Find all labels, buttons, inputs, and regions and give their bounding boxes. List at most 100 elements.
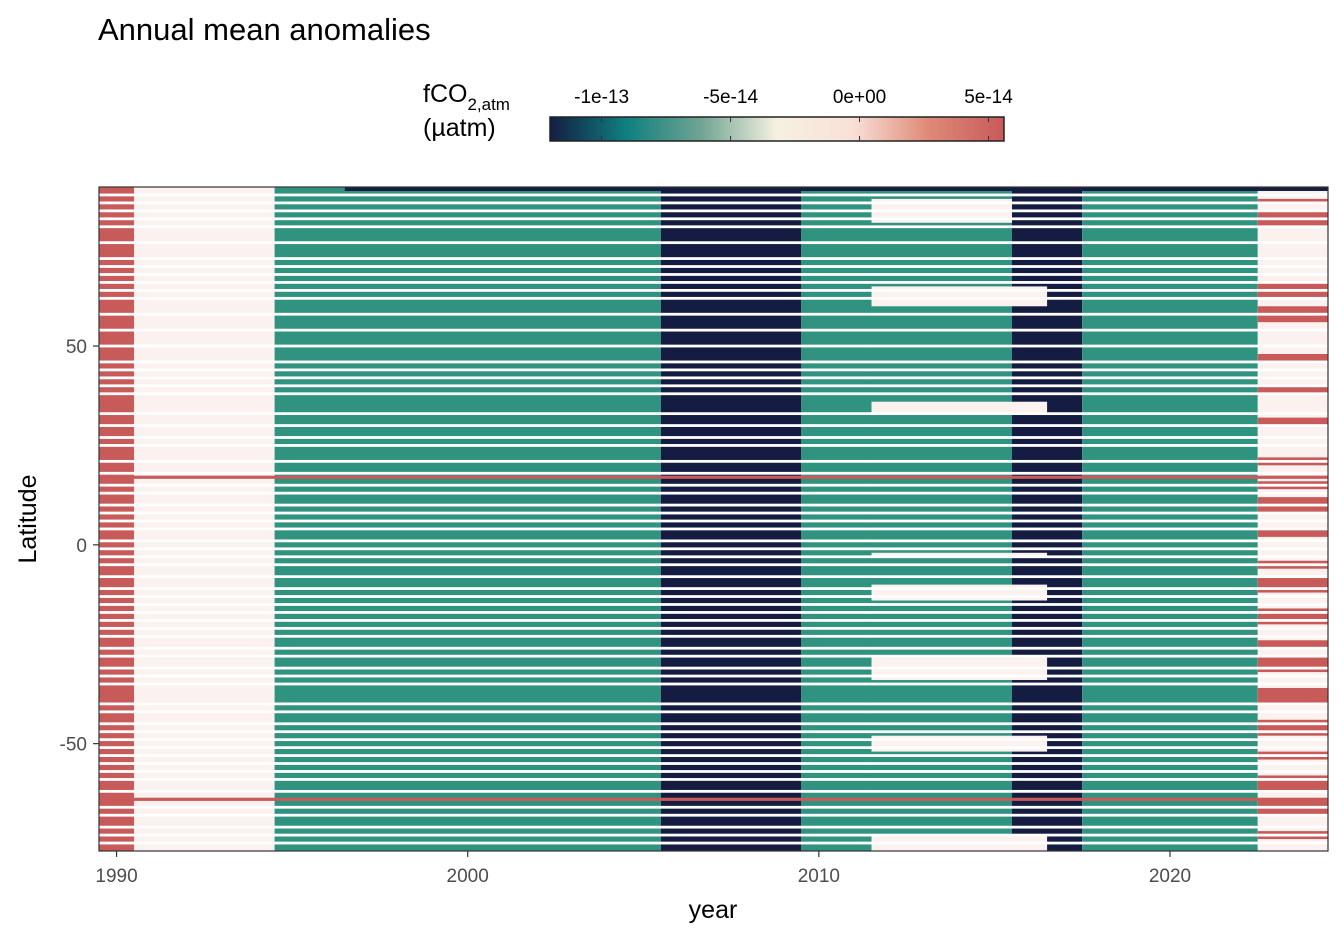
heatmap-missing-row-54 [99, 746, 1328, 750]
heatmap-cell-late-red-16 [1257, 687, 1328, 704]
heatmap-missing-row-20 [99, 412, 1328, 416]
x-tick-label-2: 2010 [798, 866, 840, 887]
y-tick-label-0: 50 [66, 337, 87, 358]
plot-panel-border [98, 186, 1329, 852]
heatmap-missing-row-57 [99, 770, 1328, 773]
heatmap-missing-row-6 [99, 257, 1328, 260]
heatmap-missing-row-60 [99, 805, 1328, 809]
legend-tick-label-2: 0e+00 [833, 87, 886, 108]
heatmap-missing-row-13 [99, 328, 1328, 332]
x-tick-label-3: 2020 [1149, 866, 1191, 887]
heatmap-missing-row-14 [99, 344, 1328, 348]
heatmap-missing-row-61 [99, 813, 1328, 817]
heatmap-cell-cream-window-3 [871, 552, 1048, 557]
heatmap-missing-row-23 [99, 444, 1328, 447]
heatmap-missing-row-58 [99, 778, 1328, 781]
y-tick-label-1: 0 [76, 536, 87, 557]
chart-title: Annual mean anomalies [98, 12, 431, 47]
heatmap-missing-row-62 [99, 825, 1328, 829]
legend-title-main: fCO2,atm [423, 80, 510, 114]
heatmap-cell-late-red-4 [1257, 353, 1328, 362]
heatmap-missing-row-3 [99, 217, 1328, 221]
heatmap-missing-row-15 [99, 360, 1328, 364]
heatmap-missing-row-17 [99, 376, 1328, 380]
x-tick-label-1: 2000 [447, 866, 489, 887]
heatmap-missing-row-16 [99, 368, 1328, 372]
x-axis: 1990 2000 2010 2020 [95, 851, 1191, 887]
heatmap-missing-row-8 [99, 273, 1328, 276]
heatmap-cell-cream-window-4 [871, 584, 1048, 601]
legend-colorbar [549, 116, 1005, 142]
x-axis-title: year [689, 896, 738, 924]
heatmap-missing-row-43 [99, 634, 1328, 638]
heatmap-cell-late-red-14 [1257, 640, 1328, 649]
heatmap-missing-row-9 [99, 281, 1328, 284]
heatmap-missing-row-27 [99, 491, 1328, 495]
legend-title-subscript: 2,atm [467, 95, 510, 114]
heatmap-missing-row-52 [99, 730, 1328, 734]
heatmap-missing-row-35 [99, 563, 1328, 567]
y-tick-label-2: -50 [60, 735, 87, 756]
heatmap-missing-row-18 [99, 384, 1328, 388]
legend-tick-label-3: 5e-14 [964, 87, 1013, 108]
legend-tick-label-1: -5e-14 [703, 87, 758, 108]
legend-tick-label-0: -1e-13 [574, 87, 629, 108]
heatmap-missing-row-19 [99, 392, 1328, 396]
heatmap-missing-row-4 [99, 225, 1328, 229]
heatmap-missing-row-34 [99, 555, 1328, 559]
heatmap-cell-block-4 [801, 187, 872, 851]
heatmap-missing-row-11 [99, 296, 1328, 300]
heatmap-missing-row-42 [99, 626, 1328, 630]
heatmap-missing-row-47 [99, 674, 1328, 678]
legend-title-unit: (µatm) [423, 114, 496, 142]
heatmap-missing-row-5 [99, 241, 1328, 245]
heatmap-cell-late-red-19 [1257, 775, 1328, 792]
heatmap-missing-row-63 [99, 833, 1328, 837]
heatmap-cell-late-red-6 [1257, 417, 1328, 426]
heatmap-missing-row-33 [99, 547, 1328, 551]
heatmap-missing-row-50 [99, 710, 1328, 714]
heatmap-cell-late-red-12 [1257, 576, 1328, 593]
heatmap-missing-row-46 [99, 666, 1328, 670]
y-axis: 50 0 -50 [60, 337, 99, 756]
heatmap-missing-row-1 [99, 201, 1328, 205]
heatmap-cell-late-red-5 [1257, 385, 1328, 394]
heatmap-row-red-line-0 [99, 475, 1328, 479]
heatmap-missing-row-31 [99, 527, 1328, 531]
heatmap-cell-top-strip [344, 187, 1328, 191]
heatmap-missing-row-64 [99, 841, 1328, 845]
heatmap-missing-row-21 [99, 424, 1328, 427]
heatmap-missing-row-55 [99, 754, 1328, 757]
heatmap-missing-row-0 [99, 193, 1328, 197]
heatmap-missing-row-38 [99, 595, 1328, 598]
heatmap-cell-late-red-15 [1257, 656, 1328, 673]
heatmap-missing-row-22 [99, 436, 1328, 439]
heatmap-missing-row-7 [99, 265, 1328, 268]
heatmap-cell-late-red-17 [1257, 719, 1328, 736]
heatmap-missing-row-53 [99, 738, 1328, 742]
heatmap-cell-late-red-0 [1257, 198, 1328, 203]
heatmap-cell-cream-window-6 [871, 735, 1048, 752]
x-tick-label-0: 1990 [95, 866, 137, 887]
heatmap-missing-row-26 [99, 483, 1328, 487]
heatmap-missing-row-37 [99, 587, 1328, 590]
heatmap-missing-row-48 [99, 682, 1328, 686]
legend-ticks: -1e-13 -5e-14 0e+00 5e-14 [574, 87, 1013, 141]
heatmap-missing-row-56 [99, 762, 1328, 765]
heatmap-cell-late-red-10 [1257, 528, 1328, 537]
legend: fCO2,atm (µatm) -1e-13 -5e-14 0e+00 5e-14 [423, 80, 1013, 142]
y-axis-title: Latitude [14, 475, 42, 564]
plot-area [99, 187, 1328, 851]
legend-title-main-text: fCO [423, 80, 467, 108]
heatmap-missing-row-51 [99, 722, 1328, 726]
heatmap-missing-row-41 [99, 618, 1328, 622]
heatmap-cell-cream-window-2 [871, 401, 1048, 414]
heatmap-missing-row-39 [99, 603, 1328, 606]
heatmap-missing-row-12 [99, 312, 1328, 316]
heatmap-missing-row-36 [99, 575, 1328, 579]
heatmap-missing-row-29 [99, 511, 1328, 515]
heatmap-missing-row-49 [99, 702, 1328, 706]
heatmap-missing-row-25 [99, 471, 1328, 475]
heatmap-cell-block-2 [274, 187, 661, 851]
